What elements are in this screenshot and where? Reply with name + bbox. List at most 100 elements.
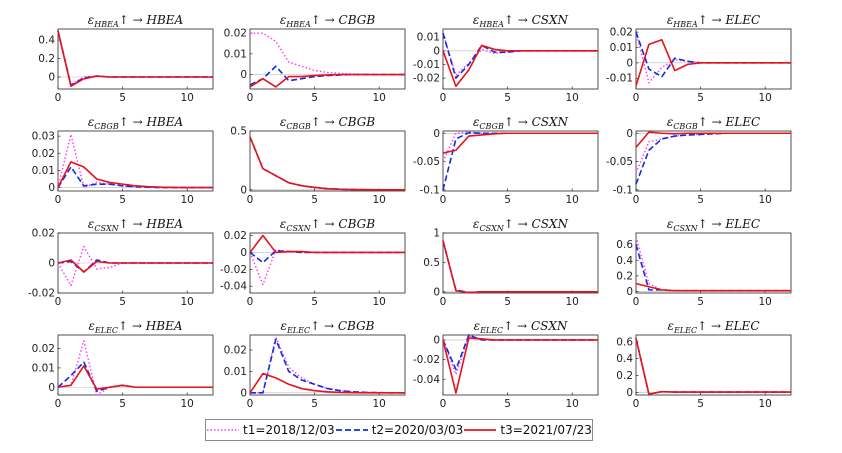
series-line-t3 <box>442 132 598 154</box>
x-tick-label: 0 <box>440 296 447 308</box>
x-tick-label: 0 <box>55 296 62 308</box>
y-tick-label: 0.02 <box>610 27 633 39</box>
y-tick-label: -0.04 <box>220 281 247 293</box>
axes-box <box>249 130 406 192</box>
y-tick-label: 0 <box>626 286 633 298</box>
subplot-title: εHBEA↑ → HBEA <box>88 13 184 29</box>
x-tick-label: 10 <box>180 194 193 206</box>
y-tick-label: 0 <box>48 182 55 194</box>
x-tick-label: 0 <box>440 194 447 206</box>
legend-label-t1: t1=2018/12/03 <box>243 423 335 437</box>
y-tick-label: -0.02 <box>413 73 440 85</box>
subplot-title: εCSXN↑ → CBGB <box>280 217 375 233</box>
axes-box <box>442 232 599 294</box>
x-tick-label: 0 <box>55 398 62 410</box>
y-tick-label: 0.6 <box>616 336 633 348</box>
x-tick-label: 10 <box>758 398 771 410</box>
legend-label-t3: t3=2021/07/23 <box>500 423 592 437</box>
subplot-elec-to-elec: 0.6 0.4 0.2 00 5 10 εELEC↑ → ELEC <box>616 319 792 410</box>
x-tick-label: 5 <box>119 194 126 206</box>
legend-line-dotted-icon <box>207 429 240 431</box>
y-tick-label: -0.05 <box>413 156 440 168</box>
y-tick-label: 0.02 <box>32 148 55 160</box>
legend-entry-t3: t3=2021/07/23 <box>463 423 592 437</box>
series-line-t3 <box>57 259 213 273</box>
y-tick-label: 0 <box>240 247 247 259</box>
y-tick-label: 0.02 <box>224 28 247 40</box>
axes-box <box>635 334 792 396</box>
y-tick-label: 0 <box>626 128 633 140</box>
y-tick-label: 0.2 <box>616 270 633 282</box>
series-line-t1 <box>57 245 213 287</box>
y-tick-label: 1 <box>433 228 440 240</box>
x-tick-label: 5 <box>504 398 511 410</box>
y-tick-label: 0.2 <box>38 53 55 65</box>
subplot-title: εCSXN↑ → HBEA <box>88 217 184 233</box>
subplot-title: εELEC↑ → CSXN <box>474 319 568 335</box>
y-tick-label: -0.05 <box>606 156 633 168</box>
series-line-t3 <box>635 282 791 292</box>
x-tick-label: 0 <box>55 194 62 206</box>
y-tick-label: 0 <box>240 387 247 399</box>
series-line-t3 <box>57 365 213 390</box>
x-tick-label: 5 <box>311 92 318 104</box>
axes-box <box>249 28 406 90</box>
subplot-hbea-to-hbea: 0.4 0.2 00 5 10 εHBEA↑ → HBEA <box>38 13 214 104</box>
axes-box <box>635 130 792 192</box>
legend-entry-t2: t2=2020/03/03 <box>335 423 463 437</box>
x-tick-label: 5 <box>311 296 318 308</box>
y-tick-label: 0.02 <box>32 228 55 240</box>
subplot-title: εCBGB↑ → HBEA <box>88 115 184 131</box>
x-tick-label: 10 <box>565 296 578 308</box>
y-tick-label: 0.01 <box>610 42 633 54</box>
x-tick-label: 5 <box>697 296 704 308</box>
subplot-title: εCBGB↑ → CSXN <box>473 115 569 131</box>
subplot-csxn-to-csxn: 1 0.5 00 5 10 εCSXN↑ → CSXN <box>423 217 599 308</box>
x-tick-label: 0 <box>247 296 254 308</box>
subplot-title: εHBEA↑ → ELEC <box>667 13 760 29</box>
series-line-t3 <box>442 240 598 294</box>
axes-box <box>442 28 599 90</box>
x-tick-label: 10 <box>565 194 578 206</box>
series-line-t3 <box>442 337 598 394</box>
x-tick-label: 5 <box>311 398 318 410</box>
x-tick-label: 0 <box>55 92 62 104</box>
y-tick-label: 0.6 <box>616 239 633 251</box>
y-tick-label: 0 <box>433 334 440 346</box>
x-tick-label: 10 <box>758 92 771 104</box>
x-tick-label: 5 <box>504 92 511 104</box>
y-tick-label: 0.01 <box>32 362 55 374</box>
x-tick-label: 5 <box>119 398 126 410</box>
series-line-t3 <box>57 30 213 88</box>
subplot-title: εHBEA↑ → CBGB <box>280 13 375 29</box>
y-tick-label: 0 <box>433 128 440 140</box>
x-tick-label: 10 <box>758 194 771 206</box>
y-tick-label: 0 <box>626 57 633 69</box>
y-tick-label: -0.04 <box>413 374 440 386</box>
y-tick-label: 0 <box>240 69 247 81</box>
x-tick-label: 0 <box>247 398 254 410</box>
subplot-title: εCSXN↑ → ELEC <box>667 217 760 233</box>
series-line-t3 <box>442 44 598 88</box>
y-tick-label: 0.01 <box>32 165 55 177</box>
x-tick-label: 10 <box>372 92 385 104</box>
x-tick-label: 10 <box>565 92 578 104</box>
y-tick-label: 0 <box>48 72 55 84</box>
x-tick-label: 10 <box>180 92 193 104</box>
x-tick-label: 10 <box>758 296 771 308</box>
series-line-t3 <box>249 73 405 88</box>
y-tick-label: 0.5 <box>230 126 247 138</box>
series-line-t2 <box>250 338 405 394</box>
x-tick-label: 0 <box>440 92 447 104</box>
y-tick-label: -0.1 <box>613 184 634 196</box>
y-tick-label: 0.02 <box>32 343 55 355</box>
x-tick-label: 5 <box>311 194 318 206</box>
x-tick-label: 10 <box>565 398 578 410</box>
y-tick-label: -0.1 <box>420 184 441 196</box>
y-tick-label: -0.02 <box>28 288 55 300</box>
x-tick-label: 5 <box>697 398 704 410</box>
